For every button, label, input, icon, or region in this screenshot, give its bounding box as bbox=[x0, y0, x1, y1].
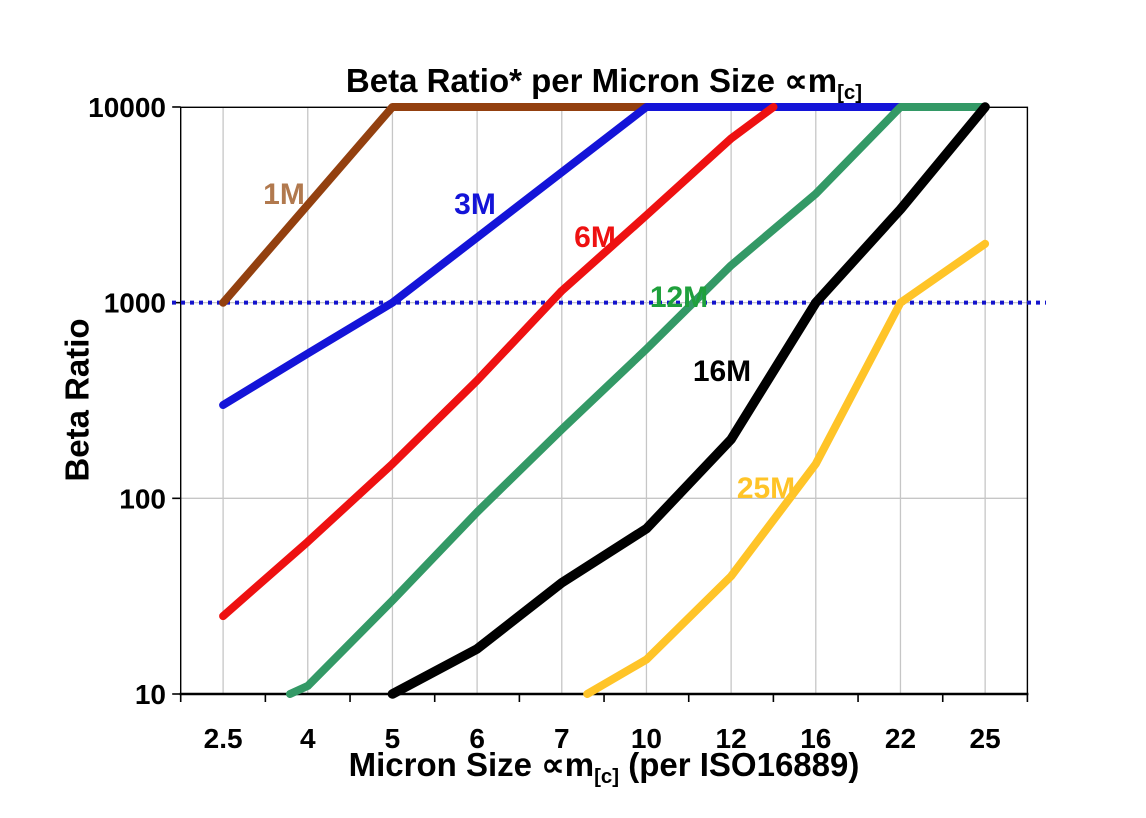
chart-title-text: Beta Ratio* per Micron Size bbox=[345, 62, 785, 99]
series-line-16M bbox=[387, 102, 990, 699]
chart-title-subscript: [c] bbox=[837, 81, 863, 105]
x-tick-label-25: 25 bbox=[970, 723, 1001, 754]
x-axis-title-subscript: [c] bbox=[594, 765, 620, 789]
x-tick-label-7: 7 bbox=[554, 723, 570, 754]
x-tick-label-2.5: 2.5 bbox=[204, 723, 243, 754]
chart-title: Beta Ratio* per Micron Size ∝m[c] bbox=[181, 62, 1027, 105]
x-tick-label-22: 22 bbox=[885, 723, 916, 754]
x-axis-title-text: Micron Size bbox=[348, 746, 542, 783]
x-tick-label-6: 6 bbox=[469, 723, 485, 754]
x-tick-label-10: 10 bbox=[631, 723, 662, 754]
y-axis-title-text: Beta Ratio bbox=[58, 318, 96, 482]
y-axis-title: Beta Ratio bbox=[58, 318, 96, 482]
y-tick-label-1000: 1000 bbox=[104, 288, 166, 319]
series-label-25M: 25M bbox=[737, 472, 795, 505]
series-line-3M bbox=[219, 103, 905, 409]
series-line-25M bbox=[583, 239, 990, 698]
x-axis-title-symbol: ∝m bbox=[541, 746, 595, 783]
series-line-1M bbox=[219, 103, 651, 307]
x-tick-label-16: 16 bbox=[800, 723, 831, 754]
y-tick-label-10000: 10000 bbox=[88, 92, 166, 123]
series-line-12M bbox=[286, 103, 990, 698]
y-tick-label-10: 10 bbox=[135, 679, 166, 710]
y-tick-label-100: 100 bbox=[119, 483, 166, 514]
x-axis-title-suffix: (per ISO16889) bbox=[619, 746, 860, 783]
series-label-12M: 12M bbox=[650, 281, 708, 314]
series-label-16M: 16M bbox=[693, 355, 751, 388]
x-tick-label-4: 4 bbox=[300, 723, 316, 754]
x-axis-title: Micron Size ∝m[c] (per ISO16889) bbox=[181, 746, 1027, 789]
x-tick-label-5: 5 bbox=[385, 723, 401, 754]
x-tick-label-12: 12 bbox=[716, 723, 747, 754]
chart-title-symbol: ∝m bbox=[784, 62, 838, 99]
series-label-6M: 6M bbox=[574, 221, 616, 254]
series-line-6M bbox=[219, 103, 778, 621]
series-label-1M: 1M bbox=[263, 178, 305, 211]
series-label-3M: 3M bbox=[454, 188, 496, 221]
